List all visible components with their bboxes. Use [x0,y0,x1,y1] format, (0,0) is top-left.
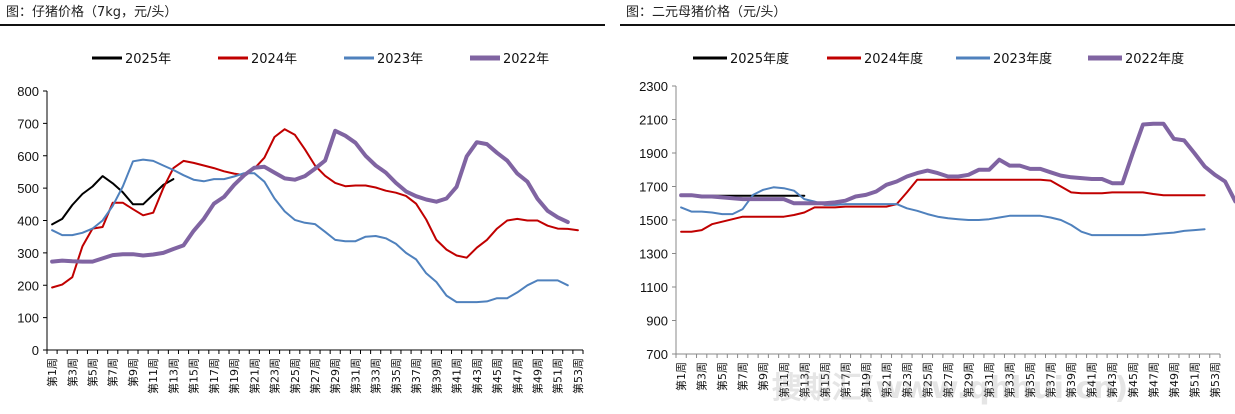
legend-label: 2025年 [125,52,171,67]
series-line-2023年度 [680,186,1206,237]
series-line-2024年 [51,128,579,289]
x-tick-label: 第11周 [146,358,160,394]
watermark: 搜期汇(www.qhhui.cn) [772,371,1128,406]
title-divider [620,24,1235,26]
x-tick-label: 第47周 [510,358,524,394]
legend-label: 2023年 [377,52,423,67]
y-tick-label: 600 [17,149,39,164]
x-tick-label: 第35周 [1023,362,1037,398]
x-tick-label: 第27周 [308,358,322,394]
y-tick-label: 100 [17,311,39,326]
x-tick-label: 第25周 [288,358,302,394]
x-tick-label: 第33周 [1003,362,1017,398]
x-tick-label: 第17周 [838,362,852,398]
x-tick-label: 第13周 [797,362,811,398]
y-tick-label: 300 [17,246,39,261]
y-tick-label: 2300 [639,79,668,94]
x-tick-label: 第31周 [348,358,362,394]
x-tick-label: 第1周 [674,362,688,391]
piglet-price-chart-panel: 图：仔猪价格（7kg，元/头） 2025年 2024年 2023年 2022年 0 100… [0,0,610,414]
x-tick-label: 第7周 [736,362,750,391]
x-tick-label: 第53周 [1208,362,1222,398]
legend-label: 2025年度 [730,51,789,67]
y-tick-label: 400 [17,214,39,229]
x-tick-label: 第41周 [1085,362,1099,398]
y-tick-label: 1900 [639,146,668,161]
x-tick-label: 第5周 [715,362,729,391]
y-tick-label: 1500 [639,213,668,228]
y-tick-label: 800 [17,84,39,99]
x-tick-label: 第1周 [45,358,59,387]
x-tick-label: 第49周 [530,358,544,394]
x-tick-label: 第39周 [429,358,443,394]
x-tick-label: 第19周 [227,358,241,394]
x-tick-label: 第23周 [268,358,282,394]
x-tick-label: 第15周 [187,358,201,394]
x-tick-label: 第13周 [166,358,180,394]
chart-title: 图：二元母猪价格（元/头） [626,5,787,20]
series-line-2022年 [50,128,570,264]
x-tick-label: 第43周 [1105,362,1119,398]
x-tick-label: 第31周 [982,362,996,398]
x-tick-label: 第5周 [86,358,100,387]
series-line-2025年 [51,175,175,226]
x-tick-label: 第9周 [756,362,770,391]
x-tick-label: 第3周 [65,358,79,387]
y-tick-label: 500 [17,181,39,196]
piglet-price-line-chart: 2025年 2024年 2023年 2022年 0 100 200 300 400 500 600 7… [17,52,585,394]
x-tick-label: 第49周 [1167,362,1181,398]
x-tick-label: 第15周 [818,362,832,398]
x-tick-label: 第53周 [571,358,585,394]
series-line-2022年度 [679,121,1235,206]
x-tick-label: 第11周 [777,362,791,398]
x-tick-label: 第23周 [900,362,914,398]
x-tick-label: 第45周 [1126,362,1140,398]
x-tick-label: 第3周 [695,362,709,391]
y-tick-label: 1700 [639,180,668,195]
series-line-2024年度 [680,178,1206,233]
y-tick-label: 2100 [639,113,668,128]
x-tick-label: 第19周 [859,362,873,398]
x-tick-label: 第39周 [1064,362,1078,398]
y-tick-label: 200 [17,278,39,293]
legend-label: 2023年度 [993,51,1052,67]
x-tick-label: 第25周 [920,362,934,398]
sow-price-chart-panel: 图：二元母猪价格（元/头） 2025年度 2024年度 2023年度 2022年度 70… [620,0,1235,414]
x-tick-label: 第33周 [369,358,383,394]
x-tick-label: 第37周 [409,358,423,394]
sow-price-line-chart: 2025年度 2024年度 2023年度 2022年度 700 900 1100 1300 15… [639,51,1235,406]
x-tick-label: 第9周 [126,358,140,387]
x-tick-label: 第21周 [247,358,261,394]
y-tick-label: 700 [646,347,668,362]
y-tick-label: 0 [32,343,39,358]
x-tick-label: 第51周 [1187,362,1201,398]
chart-title: 图：仔猪价格（7kg，元/头） [6,5,178,20]
x-tick-label: 第7周 [106,358,120,387]
y-tick-label: 700 [17,116,39,131]
y-tick-label: 900 [646,314,668,329]
series-line-2023年 [51,158,569,304]
x-tick-label: 第17周 [207,358,221,394]
title-divider [0,24,605,26]
x-tick-label: 第51周 [551,358,565,394]
x-tick-label: 第37周 [1044,362,1058,398]
x-tick-label: 第45周 [490,358,504,394]
legend-label: 2022年度 [1125,51,1184,67]
x-tick-label: 第29周 [962,362,976,398]
x-tick-label: 第41周 [450,358,464,394]
x-tick-label: 第29周 [328,358,342,394]
x-tick-label: 第21周 [879,362,893,398]
legend-label: 2022年 [503,52,549,67]
legend-label: 2024年度 [864,51,923,67]
x-tick-label: 第35周 [389,358,403,394]
legend-label: 2024年 [251,52,297,67]
x-tick-label: 第27周 [941,362,955,398]
x-tick-label: 第47周 [1146,362,1160,398]
x-tick-label: 第43周 [470,358,484,394]
y-tick-label: 1100 [640,280,668,295]
y-tick-label: 1300 [639,247,668,262]
